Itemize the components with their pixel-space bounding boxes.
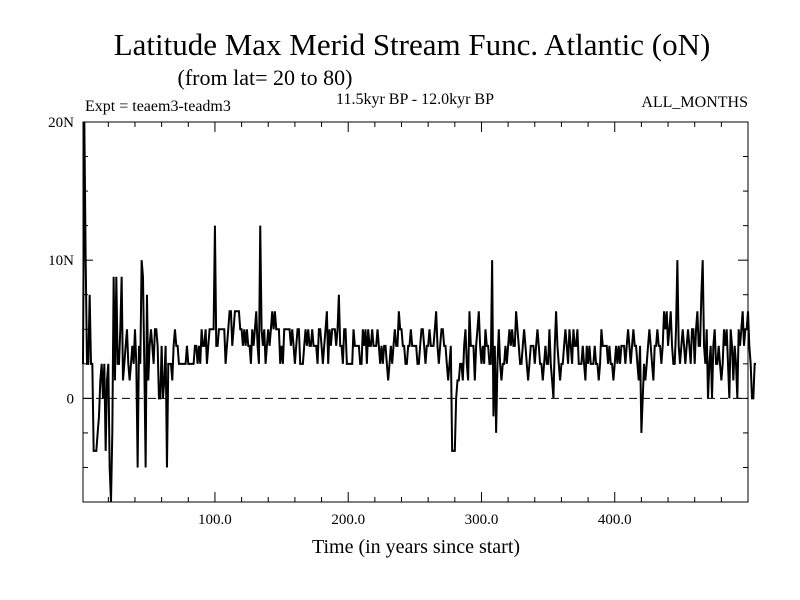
- chart-title: Latitude Max Merid Stream Func. Atlantic…: [114, 27, 711, 62]
- months-label: ALL_MONTHS: [641, 94, 748, 111]
- x-axis-label: Time (in years since start): [312, 536, 520, 558]
- axis-ticks: [83, 121, 748, 502]
- chart-subtitle: (from lat= 20 to 80): [178, 65, 353, 90]
- y-tick-label: 20N: [48, 115, 74, 131]
- axis-tick-labels: 100.0 200.0 300.0 400.0 0 10N 20N: [48, 115, 631, 528]
- x-tick-label: 200.0: [331, 512, 365, 528]
- data-series-line: [82, 121, 756, 503]
- plot-frame: [82, 121, 749, 503]
- x-tick-label: 100.0: [198, 512, 232, 528]
- period-label: 11.5kyr BP - 12.0kyr BP: [336, 91, 494, 108]
- y-tick-label: 10N: [48, 253, 74, 269]
- y-tick-label: 0: [67, 391, 75, 407]
- experiment-label: Expt = teaem3-teadm3: [85, 98, 231, 115]
- x-tick-label: 400.0: [598, 512, 632, 528]
- x-tick-label: 300.0: [465, 512, 499, 528]
